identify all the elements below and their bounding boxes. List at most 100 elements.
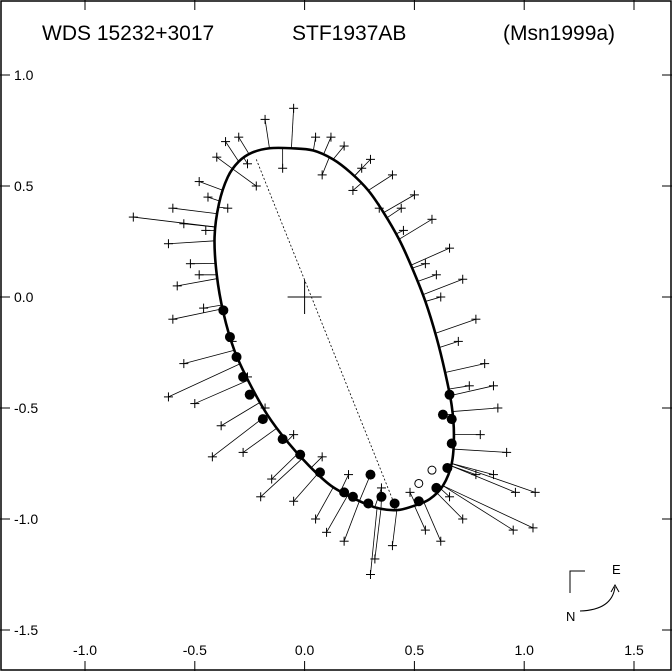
observation-plus xyxy=(251,181,261,191)
observation-plus xyxy=(317,170,327,180)
observation-plus xyxy=(502,447,512,457)
residual-line xyxy=(438,341,459,348)
primary-star-layer xyxy=(287,280,322,314)
residual-line xyxy=(168,240,215,245)
y-tick-label: 0.0 xyxy=(14,289,34,305)
observation-plus xyxy=(339,536,349,546)
x-tick-label: 1.5 xyxy=(624,642,644,658)
observation-plus xyxy=(168,314,178,324)
compass-arc xyxy=(579,586,616,612)
observation-plus xyxy=(376,483,386,493)
observation-plus xyxy=(471,314,481,324)
observation-plus xyxy=(256,492,266,502)
observation-plus xyxy=(234,132,244,142)
residual-line xyxy=(183,349,235,364)
x-tick-label: -0.5 xyxy=(183,642,207,658)
observation-plus xyxy=(199,303,209,313)
residual-line xyxy=(451,463,494,475)
observation-plus xyxy=(458,274,468,284)
residual-line xyxy=(392,510,398,546)
y-tick-label: 1.0 xyxy=(14,67,34,83)
observation-plus xyxy=(185,259,195,269)
wds-designation: WDS 15232+3017 xyxy=(42,22,214,45)
observation-plus xyxy=(317,452,327,462)
x-tick-label: 0.5 xyxy=(405,642,425,658)
observation-plus xyxy=(471,470,481,480)
observation-plus xyxy=(238,447,248,457)
y-tick-label: -0.5 xyxy=(14,400,38,416)
observation-plus xyxy=(427,214,437,224)
observation-dot xyxy=(347,491,358,502)
residual-line xyxy=(194,379,249,404)
x-tick-label: 1.0 xyxy=(514,642,534,658)
residual-lines-layer xyxy=(133,108,536,575)
observation-plus xyxy=(190,399,200,409)
observation-dot xyxy=(442,462,453,473)
observation-dot xyxy=(295,449,306,460)
observation-plus xyxy=(530,487,540,497)
residual-line xyxy=(398,218,433,240)
observation-plus xyxy=(172,281,182,291)
residual-line xyxy=(368,174,393,191)
observation-plus xyxy=(201,225,211,235)
residual-line xyxy=(442,485,514,531)
observation-dot xyxy=(218,305,229,316)
observation-dot xyxy=(224,331,235,342)
residual-line xyxy=(168,363,241,398)
residual-line xyxy=(260,458,303,498)
observation-dot xyxy=(244,389,255,400)
residual-line xyxy=(199,181,224,191)
residual-line xyxy=(414,505,426,531)
observation-plus xyxy=(420,525,430,535)
observation-plus xyxy=(326,132,336,142)
residual-line xyxy=(315,486,334,520)
observation-dot xyxy=(446,438,457,449)
observation-open xyxy=(414,478,424,488)
residual-line xyxy=(352,183,362,191)
residual-line xyxy=(436,492,463,520)
observation-plus xyxy=(445,243,455,253)
orbit-curve xyxy=(213,146,456,512)
observation-dot xyxy=(446,414,457,425)
residual-line xyxy=(332,145,345,160)
residual-line xyxy=(243,157,248,165)
line-of-nodes-layer xyxy=(255,159,398,511)
observation-plus xyxy=(212,152,222,162)
observation-plus xyxy=(203,192,213,202)
observation-dot xyxy=(238,371,249,382)
residual-line xyxy=(425,296,441,302)
residual-line xyxy=(183,223,216,228)
residual-line xyxy=(271,453,299,480)
x-tick-label: -1.0 xyxy=(73,642,97,658)
compass-north-label: N xyxy=(566,609,575,624)
observation-plus xyxy=(436,292,446,302)
compass-rose: N E xyxy=(566,562,621,624)
observation-dot xyxy=(231,351,242,362)
observation-plus xyxy=(445,492,455,502)
compass-arrow-icon xyxy=(610,583,620,593)
residual-line xyxy=(322,137,332,156)
observation-plus xyxy=(179,219,189,229)
residual-line xyxy=(286,434,294,442)
observation-plus xyxy=(216,421,226,431)
observation-plus xyxy=(278,163,288,173)
observation-dot xyxy=(444,389,455,400)
observation-plus xyxy=(365,570,375,579)
residual-line xyxy=(232,169,257,187)
observation-plus xyxy=(357,163,367,173)
residual-line xyxy=(448,385,470,390)
star-name: STF1937AB xyxy=(292,22,406,45)
observation-plus xyxy=(243,159,253,169)
residual-line xyxy=(216,156,234,170)
compass-north-arm xyxy=(569,570,585,593)
residual-line xyxy=(225,141,240,162)
observation-plus xyxy=(348,185,358,195)
observation-plus xyxy=(370,554,380,564)
observation-plus xyxy=(431,270,441,280)
observation-plus xyxy=(260,114,270,124)
observation-plus xyxy=(387,170,397,180)
observation-plus xyxy=(453,336,463,346)
observation-plus xyxy=(398,225,408,235)
